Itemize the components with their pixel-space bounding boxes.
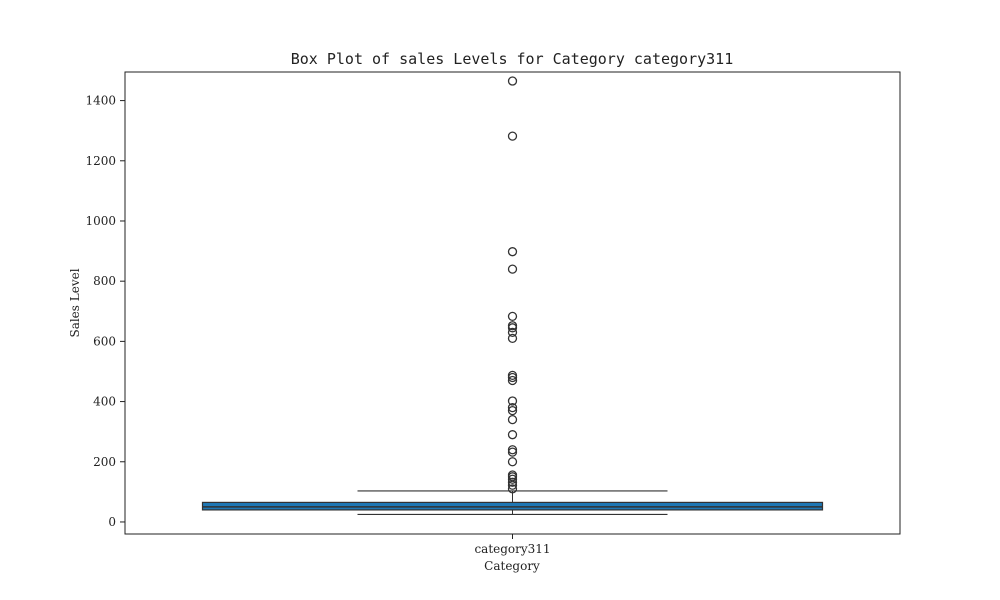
y-tick-label: 1200 xyxy=(85,154,116,168)
outlier-point xyxy=(507,311,518,322)
y-tick-label: 0 xyxy=(108,515,116,529)
outlier-point xyxy=(507,447,518,457)
outlier-point xyxy=(507,370,518,381)
outlier-point xyxy=(507,474,518,484)
outlier-point xyxy=(507,457,518,467)
plot-frame xyxy=(124,71,901,535)
outlier-point xyxy=(507,402,518,413)
outlier-point xyxy=(507,445,518,455)
y-tick-label: 400 xyxy=(93,395,116,409)
box-group xyxy=(201,490,824,516)
y-tick-label: 1000 xyxy=(85,214,116,228)
y-tick-label: 1400 xyxy=(85,94,116,108)
outlier-point xyxy=(507,414,518,425)
outlier-point xyxy=(507,470,518,480)
outlier-point xyxy=(507,405,518,416)
outlier-group xyxy=(507,76,518,494)
outlier-point xyxy=(507,375,518,386)
outlier-point xyxy=(507,477,518,487)
outlier-point xyxy=(507,333,518,344)
y-tick-label: 800 xyxy=(93,274,116,288)
y-axis: 0 200 400 600 800 1000 1200 1400 xyxy=(85,94,125,529)
x-axis: category311 xyxy=(474,534,551,556)
iqr-box xyxy=(201,501,824,511)
y-tick-label: 600 xyxy=(93,334,116,348)
outlier-point xyxy=(507,396,518,406)
outlier-point xyxy=(507,131,518,141)
x-axis-label: Category xyxy=(484,559,540,573)
y-tick-label: 200 xyxy=(93,455,116,469)
outlier-point xyxy=(507,264,518,274)
y-axis-label: Sales Level xyxy=(68,268,82,337)
outlier-point xyxy=(507,76,518,86)
outlier-point xyxy=(507,430,518,440)
outlier-point xyxy=(507,321,518,331)
x-tick-label: category311 xyxy=(474,542,550,556)
outlier-point xyxy=(507,484,518,494)
outlier-point xyxy=(507,327,518,337)
outlier-point xyxy=(507,247,518,257)
chart-title: Box Plot of sales Levels for Category ca… xyxy=(291,50,734,68)
